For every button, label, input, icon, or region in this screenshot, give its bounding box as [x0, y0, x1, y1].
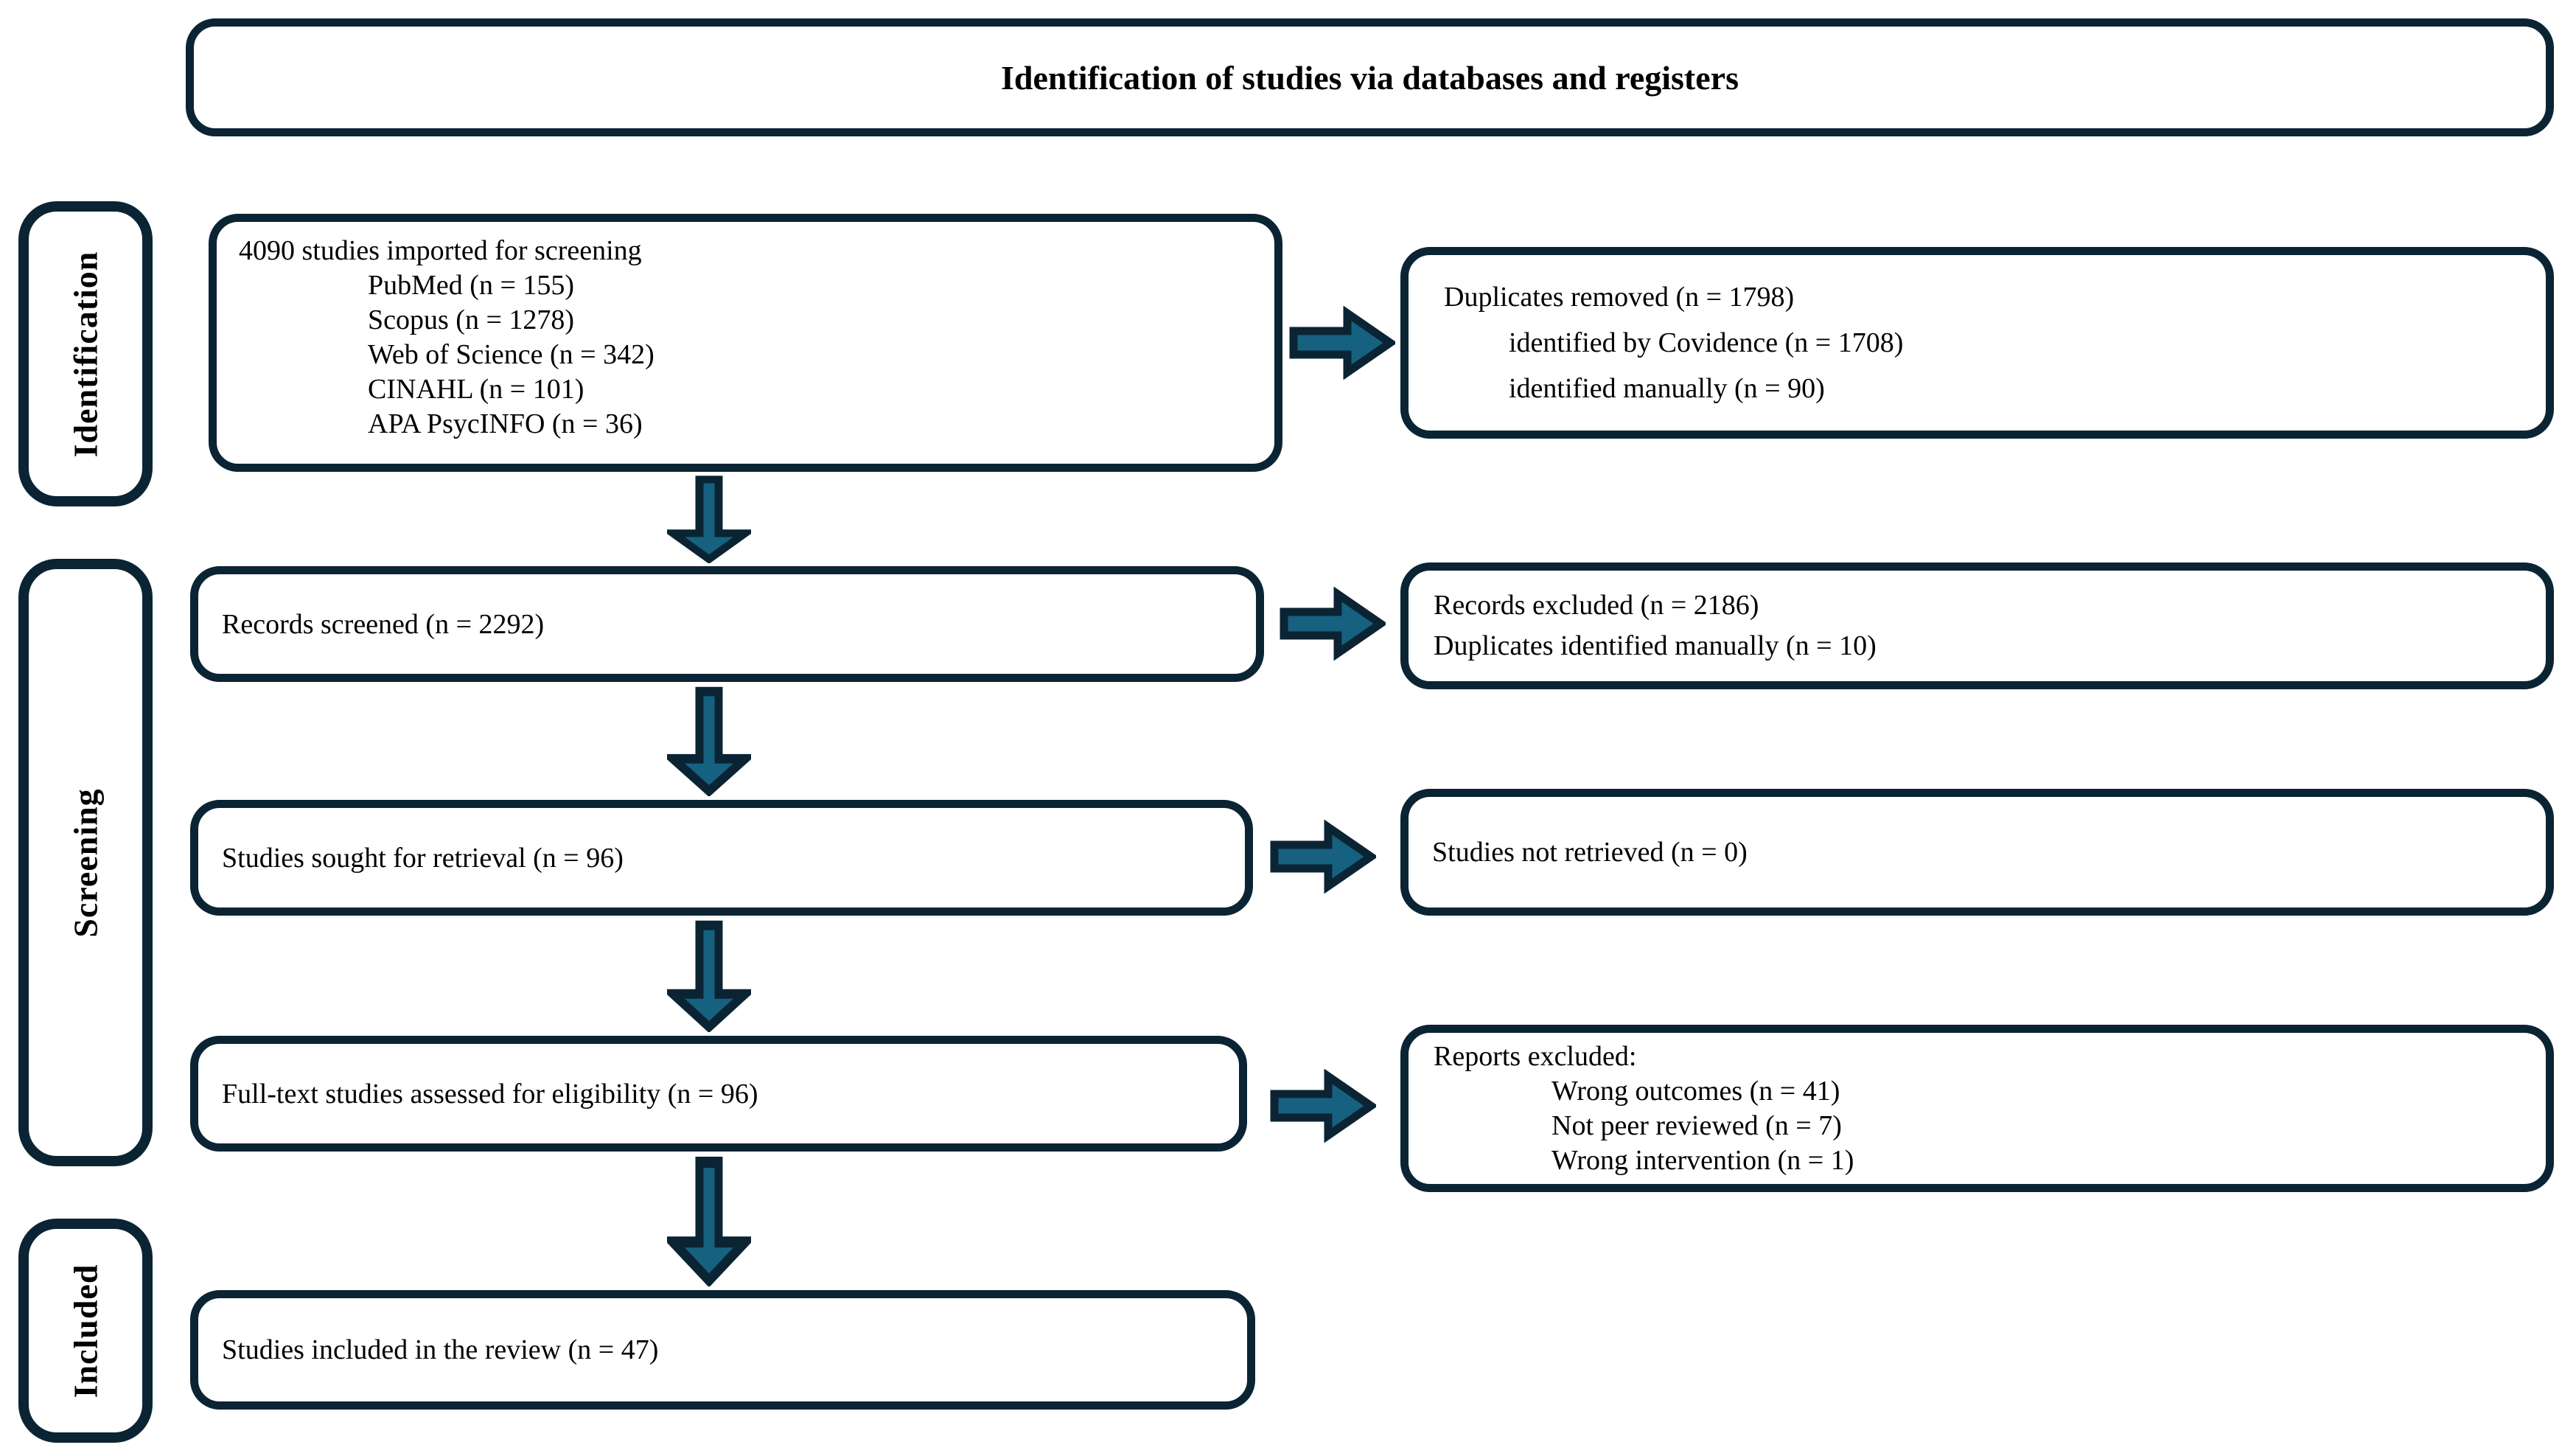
- records-screened-text: Records screened (n = 2292): [222, 608, 545, 640]
- fulltext-assessed-text: Full-text studies assessed for eligibili…: [222, 1078, 758, 1110]
- arrow-down-icon: [667, 686, 751, 796]
- studies-sought-box: Studies sought for retrieval (n = 96): [190, 800, 1253, 916]
- imported-source-wos: Web of Science (n = 342): [368, 339, 655, 370]
- studies-not-retrieved-text: Studies not retrieved (n = 0): [1432, 837, 1748, 868]
- diagram-title: Identification of studies via databases …: [1001, 58, 1739, 97]
- arrow-right-icon: [1270, 1069, 1376, 1143]
- imported-source-cinahl: CINAHL (n = 101): [368, 374, 584, 405]
- duplicates-manual: identified manually (n = 90): [1509, 373, 1825, 404]
- records-screened-box: Records screened (n = 2292): [190, 566, 1264, 682]
- reports-excluded-not-peer-reviewed: Not peer reviewed (n = 7): [1551, 1110, 1842, 1141]
- stage-label-screening: Screening: [18, 559, 153, 1166]
- arrow-down-icon: [667, 920, 751, 1032]
- arrow-right-icon: [1270, 820, 1376, 894]
- reports-excluded-wrong-intervention: Wrong intervention (n = 1): [1551, 1144, 1854, 1176]
- imported-source-psycinfo: APA PsycINFO (n = 36): [368, 408, 643, 439]
- reports-excluded-heading: Reports excluded:: [1434, 1040, 1637, 1072]
- records-excluded-duplicates-text: Duplicates identified manually (n = 10): [1434, 630, 1877, 661]
- arrow-right-icon: [1280, 587, 1386, 661]
- imported-source-scopus: Scopus (n = 1278): [368, 304, 575, 335]
- stage-label-identification: Identification: [18, 201, 153, 506]
- studies-included-box: Studies included in the review (n = 47): [190, 1290, 1255, 1410]
- studies-sought-text: Studies sought for retrieval (n = 96): [222, 842, 624, 874]
- duplicates-covidence: identified by Covidence (n = 1708): [1509, 327, 1904, 358]
- records-excluded-box: Records excluded (n = 2186) Duplicates i…: [1400, 562, 2554, 689]
- arrow-down-icon: [667, 1157, 751, 1286]
- title-box: Identification of studies via databases …: [186, 18, 2554, 136]
- duplicates-removed-box: Duplicates removed (n = 1798) identified…: [1400, 247, 2554, 439]
- stage-label-identification-text: Identification: [66, 251, 105, 457]
- fulltext-assessed-box: Full-text studies assessed for eligibili…: [190, 1036, 1247, 1152]
- stage-label-screening-text: Screening: [66, 787, 105, 938]
- duplicates-heading: Duplicates removed (n = 1798): [1444, 282, 1795, 313]
- reports-excluded-box: Reports excluded: Wrong outcomes (n = 41…: [1400, 1025, 2554, 1192]
- imported-source-pubmed: PubMed (n = 155): [368, 270, 575, 301]
- arrow-right-icon: [1289, 306, 1395, 380]
- arrow-down-icon: [667, 476, 751, 563]
- studies-imported-box: 4090 studies imported for screening PubM…: [209, 214, 1282, 472]
- imported-heading: 4090 studies imported for screening: [239, 235, 642, 266]
- studies-not-retrieved-box: Studies not retrieved (n = 0): [1400, 789, 2554, 916]
- stage-label-included: Included: [18, 1219, 153, 1443]
- records-excluded-text: Records excluded (n = 2186): [1434, 590, 1759, 621]
- studies-included-text: Studies included in the review (n = 47): [222, 1334, 659, 1365]
- reports-excluded-wrong-outcomes: Wrong outcomes (n = 41): [1551, 1075, 1840, 1107]
- stage-label-included-text: Included: [66, 1264, 105, 1398]
